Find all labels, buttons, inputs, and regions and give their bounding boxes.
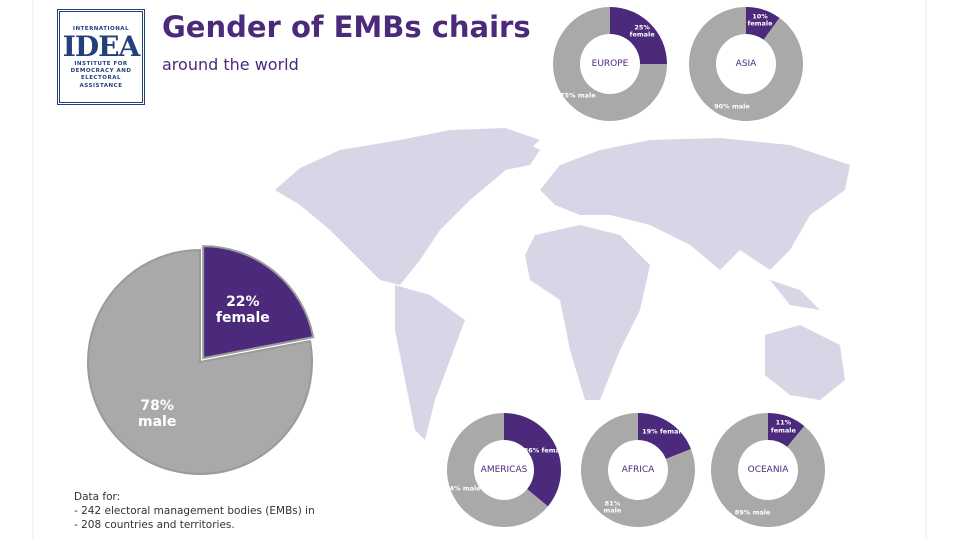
slice (580, 413, 695, 527)
logo-text: DEMOCRACY AND (70, 68, 132, 75)
region-label: AMERICAS (480, 464, 528, 475)
slice (504, 412, 561, 507)
slice (446, 413, 548, 527)
region-label: ASIA (735, 58, 757, 69)
slice (768, 413, 805, 447)
data-label: 19% female (642, 427, 685, 436)
data-label: 75% male (560, 91, 596, 100)
chart-title: Gender of EMBs chairs (162, 10, 531, 44)
note: - 208 countries and territories. (74, 519, 235, 532)
region-label: AFRICA (621, 464, 655, 475)
slice (610, 7, 667, 64)
slice (638, 413, 691, 459)
data-label: 90% male (714, 102, 750, 111)
data-label: 36% female (523, 445, 567, 454)
slice (553, 7, 667, 121)
notes: Data for: - 242 electoral management bodi… (74, 490, 315, 533)
logo-text: INTERNATIONAL (72, 26, 130, 32)
data-label: 89% male (734, 508, 771, 517)
slice (202, 245, 315, 360)
data-label: 10% female (747, 12, 773, 28)
data-label: 81% male (603, 499, 622, 515)
slice (746, 7, 780, 40)
data-label: 25% female (629, 23, 655, 39)
note: - 242 electoral management bodies (EMBs)… (74, 505, 315, 518)
logo-text: ELECTORAL (81, 75, 121, 82)
data-label: 22% female (215, 294, 270, 327)
data-label: 11% female (770, 418, 796, 435)
logo: INTERNATIONAL IDEA INSTITUTE FOR DEMOCRACY … (57, 9, 145, 105)
logo-text: ASSISTANCE (79, 82, 123, 89)
slice (688, 7, 803, 122)
data-label: 78% male (137, 397, 177, 430)
world-map (275, 128, 850, 440)
region-label: EUROPE (591, 58, 629, 69)
logo-text: IDEA (62, 30, 140, 64)
data-label: 64% male (445, 484, 481, 493)
chart-subtitle: around the world (162, 55, 299, 74)
slice (87, 248, 313, 475)
slice (711, 413, 825, 527)
logo-text: INSTITUTE FOR (74, 61, 128, 68)
note: Data for: (74, 491, 121, 503)
region-label: OCEANIA (747, 464, 789, 475)
